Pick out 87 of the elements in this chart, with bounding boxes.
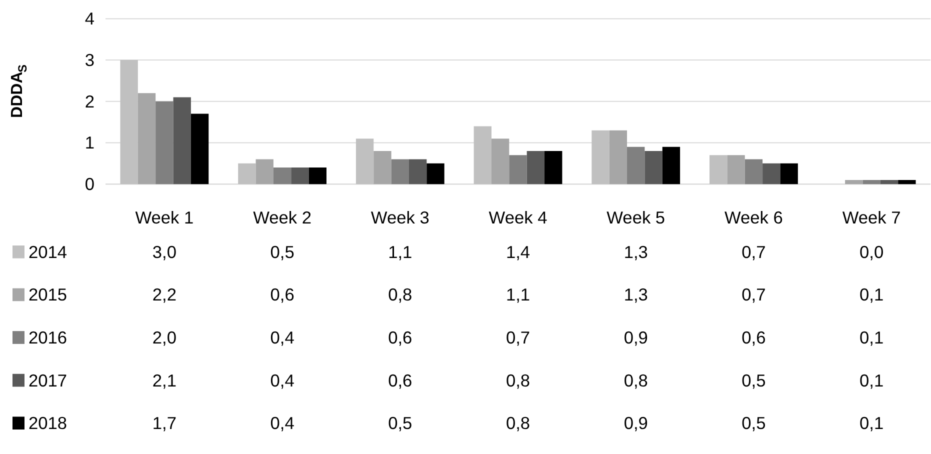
data-label: 0,6 bbox=[388, 328, 412, 348]
bar bbox=[845, 180, 863, 184]
data-label: 0,9 bbox=[624, 413, 648, 434]
legend-label: 2017 bbox=[28, 370, 68, 390]
data-label: 0,1 bbox=[860, 370, 884, 390]
data-label: 0,6 bbox=[270, 284, 294, 305]
bar bbox=[727, 155, 745, 184]
bar bbox=[662, 146, 680, 184]
data-label: 1,1 bbox=[388, 242, 412, 262]
data-label: 0,8 bbox=[506, 370, 530, 390]
data-label: 1,3 bbox=[624, 284, 648, 305]
bar bbox=[780, 163, 798, 184]
bar bbox=[491, 138, 510, 184]
bar bbox=[374, 151, 392, 184]
data-label: 1,1 bbox=[506, 284, 530, 305]
bar bbox=[526, 151, 545, 184]
data-label: 0,4 bbox=[270, 328, 295, 348]
bar bbox=[256, 159, 274, 184]
bar bbox=[474, 126, 492, 184]
x-tick-label: Week 4 bbox=[488, 208, 548, 228]
x-tick-label: Week 7 bbox=[842, 208, 901, 228]
data-label: 0,8 bbox=[624, 370, 648, 390]
legend-label: 2016 bbox=[28, 328, 68, 348]
data-label: 0,5 bbox=[270, 242, 294, 262]
data-label: 3,0 bbox=[152, 242, 176, 262]
data-label: 0,7 bbox=[742, 242, 766, 262]
data-label: 1,4 bbox=[506, 242, 530, 262]
data-label: 0,7 bbox=[506, 328, 530, 348]
bar bbox=[609, 130, 628, 184]
bar bbox=[156, 101, 174, 184]
bar bbox=[408, 159, 427, 184]
bar bbox=[544, 151, 562, 184]
legend-label: 2018 bbox=[28, 413, 68, 434]
bar bbox=[391, 159, 409, 184]
data-label: 0,8 bbox=[388, 284, 412, 305]
x-tick-label: Week 1 bbox=[135, 208, 194, 228]
x-tick-label: Week 2 bbox=[253, 208, 312, 228]
data-label: 0,6 bbox=[388, 370, 412, 390]
y-tick-label: 1 bbox=[84, 132, 95, 153]
data-label: 0,5 bbox=[388, 413, 412, 434]
bar bbox=[190, 114, 209, 184]
legend-label: 2015 bbox=[28, 284, 68, 305]
bar bbox=[173, 97, 191, 184]
y-tick-label: 2 bbox=[84, 91, 95, 112]
bar bbox=[291, 168, 309, 184]
bar bbox=[862, 180, 880, 184]
bar bbox=[762, 163, 780, 184]
y-tick-label: 0 bbox=[84, 174, 95, 194]
bar bbox=[592, 130, 610, 184]
data-label: 0,4 bbox=[270, 370, 295, 390]
data-label: 0,1 bbox=[860, 413, 884, 434]
y-tick-label: 3 bbox=[84, 50, 95, 70]
bar bbox=[898, 180, 916, 184]
legend-label: 2014 bbox=[28, 242, 68, 262]
data-label: 2,1 bbox=[152, 370, 176, 390]
data-label: 0,4 bbox=[270, 413, 295, 434]
data-label: 0,6 bbox=[742, 328, 766, 348]
bar bbox=[138, 93, 156, 184]
data-label: 0,1 bbox=[860, 284, 884, 305]
data-label: 1,3 bbox=[624, 242, 648, 262]
data-label: 2,0 bbox=[152, 328, 176, 348]
data-label: 0,5 bbox=[742, 370, 766, 390]
bar bbox=[710, 155, 728, 184]
bar bbox=[238, 163, 256, 184]
data-label: 0,8 bbox=[506, 413, 530, 434]
data-label: 1,7 bbox=[152, 413, 176, 434]
data-label: 0,7 bbox=[742, 284, 766, 305]
bar bbox=[308, 168, 326, 184]
bar bbox=[356, 138, 374, 184]
data-label: 2,2 bbox=[152, 284, 176, 305]
x-tick-label: Week 5 bbox=[606, 208, 666, 228]
bar bbox=[627, 146, 645, 184]
data-label: 0,1 bbox=[860, 328, 884, 348]
data-label: 0,0 bbox=[860, 242, 884, 262]
y-axis-title: DDDAS bbox=[9, 64, 30, 118]
bar bbox=[880, 180, 898, 184]
bar bbox=[509, 155, 527, 184]
bar bbox=[644, 151, 662, 184]
bar bbox=[273, 168, 292, 184]
bar bbox=[426, 163, 444, 184]
data-label: 0,5 bbox=[742, 413, 766, 434]
y-tick-label: 4 bbox=[84, 8, 95, 29]
bar bbox=[120, 60, 138, 184]
x-tick-label: Week 6 bbox=[724, 208, 783, 228]
bar bbox=[744, 159, 763, 184]
data-label: 0,9 bbox=[624, 328, 648, 348]
x-tick-label: Week 3 bbox=[370, 208, 430, 228]
